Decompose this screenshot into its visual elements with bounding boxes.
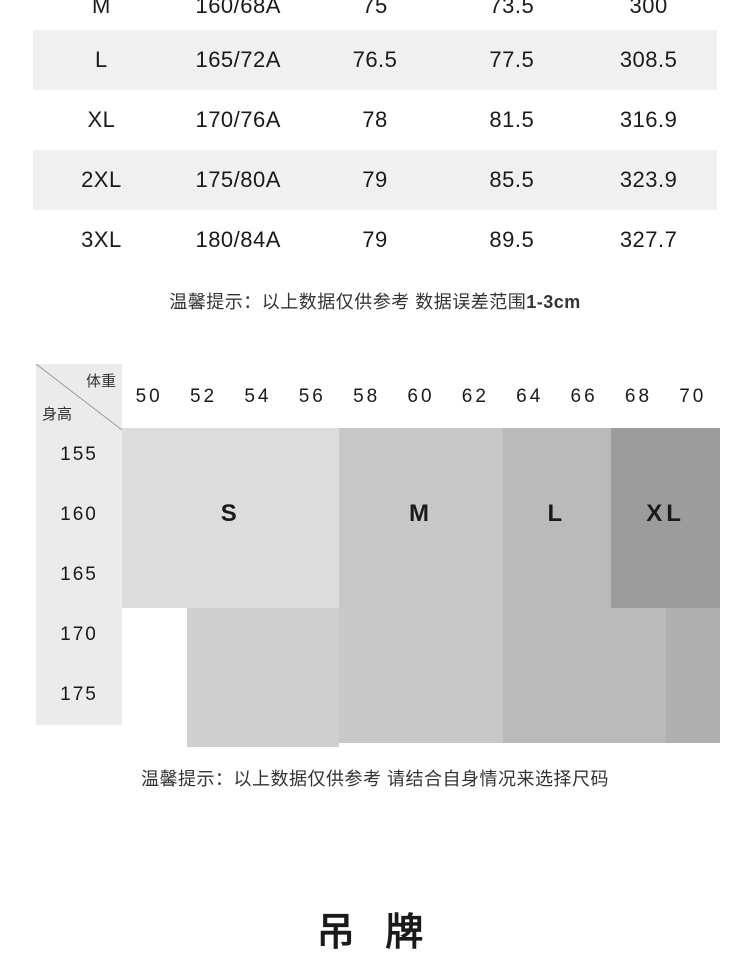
- heatmap-zone: [611, 608, 665, 743]
- table-cell: 81.5: [443, 107, 580, 133]
- table-cell: 323.9: [580, 167, 717, 193]
- heatmap: 体重 身高 5052545658606264666870 15516016517…: [36, 364, 720, 743]
- heatmap-left-col: 155160165170175: [36, 419, 122, 743]
- heatmap-height-cell: 170: [36, 605, 122, 665]
- heatmap-height-cell: 165: [36, 545, 122, 605]
- table-cell: 300: [580, 0, 717, 12]
- hangtag-title: 吊 牌: [0, 901, 750, 956]
- table-cell: 85.5: [443, 167, 580, 193]
- table-cell: 78: [307, 107, 444, 133]
- table-cell: 73.5: [443, 0, 580, 12]
- tip-choose-size: 温馨提示：以上数据仅供参考 请结合自身情况来选择尺码: [0, 765, 750, 791]
- heatmap-weight-header: 54: [231, 386, 285, 408]
- heatmap-zone: [666, 608, 720, 743]
- table-cell: 79: [307, 227, 444, 253]
- table-cell: 160/68A: [170, 0, 307, 12]
- table-row: 3XL180/84A7989.5327.7: [33, 210, 717, 270]
- heatmap-zone-l: L: [503, 428, 612, 743]
- table-row: 2XL175/80A7985.5323.9: [33, 150, 717, 210]
- heatmap-body: 155160165170175 SMLXL: [36, 419, 720, 743]
- table-cell: 79: [307, 167, 444, 193]
- table-cell: 2XL: [33, 167, 170, 193]
- heatmap-height-cell: 175: [36, 665, 122, 725]
- size-table: M160/68A7573.5300L165/72A76.577.5308.5XL…: [33, 0, 717, 270]
- table-cell: 170/76A: [170, 107, 307, 133]
- table-row: M160/68A7573.5300: [33, 0, 717, 30]
- heatmap-weight-header: 64: [503, 386, 557, 408]
- heatmap-weight-header: 52: [176, 386, 230, 408]
- table-cell: 3XL: [33, 227, 170, 253]
- heatmap-corner: 体重 身高: [36, 364, 122, 430]
- table-cell: 165/72A: [170, 47, 307, 73]
- table-cell: 180/84A: [170, 227, 307, 253]
- table-cell: 327.7: [580, 227, 717, 253]
- heatmap-zone-m: M: [339, 428, 502, 743]
- table-cell: XL: [33, 107, 170, 133]
- heatmap-weight-header: 70: [666, 386, 720, 408]
- heatmap-weight-header: 58: [339, 386, 393, 408]
- heatmap-zone-xl: XL: [611, 428, 720, 608]
- heatmap-zone-s: S: [122, 428, 339, 608]
- heatmap-header-row: 体重 身高 5052545658606264666870: [36, 364, 720, 419]
- table-cell: 76.5: [307, 47, 444, 73]
- corner-label-weight: 体重: [86, 370, 116, 391]
- table-cell: 175/80A: [170, 167, 307, 193]
- tip-error-range: 温馨提示：以上数据仅供参考 数据误差范围1-3cm: [0, 288, 750, 314]
- heatmap-weight-header: 62: [448, 386, 502, 408]
- heatmap-zone: [187, 608, 339, 747]
- table-cell: 308.5: [580, 47, 717, 73]
- heatmap-grid: SMLXL: [122, 428, 720, 743]
- heatmap-weight-header: 66: [557, 386, 611, 408]
- table-cell: L: [33, 47, 170, 73]
- heatmap-weight-header: 56: [285, 386, 339, 408]
- heatmap-weight-header: 68: [611, 386, 665, 408]
- table-row: XL170/76A7881.5316.9: [33, 90, 717, 150]
- heatmap-weight-header: 60: [394, 386, 448, 408]
- corner-label-height: 身高: [42, 403, 72, 424]
- table-cell: M: [33, 0, 170, 12]
- table-cell: 89.5: [443, 227, 580, 253]
- table-cell: 75: [307, 0, 444, 12]
- heatmap-height-cell: 160: [36, 485, 122, 545]
- table-cell: 316.9: [580, 107, 717, 133]
- heatmap-weight-header: 50: [122, 386, 176, 408]
- table-row: L165/72A76.577.5308.5: [33, 30, 717, 90]
- table-cell: 77.5: [443, 47, 580, 73]
